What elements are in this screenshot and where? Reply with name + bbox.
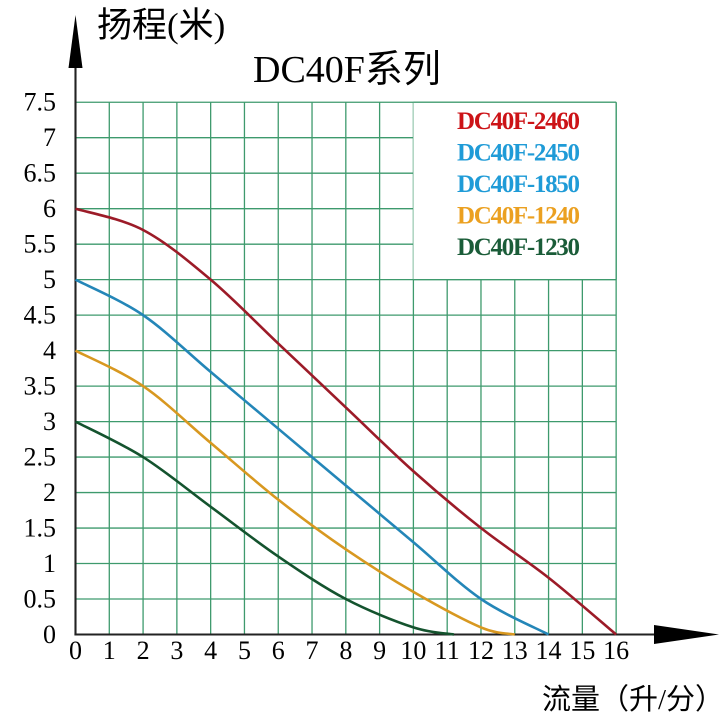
svg-text:7: 7 xyxy=(306,636,319,665)
svg-text:11: 11 xyxy=(435,636,460,665)
svg-text:2: 2 xyxy=(137,636,150,665)
svg-text:2.5: 2.5 xyxy=(24,443,57,472)
svg-text:1.5: 1.5 xyxy=(24,514,57,543)
svg-text:6: 6 xyxy=(43,194,56,223)
svg-text:7.5: 7.5 xyxy=(24,88,57,117)
svg-text:8: 8 xyxy=(339,636,352,665)
svg-text:6.5: 6.5 xyxy=(24,159,57,188)
svg-text:DC40F-2450: DC40F-2450 xyxy=(457,140,580,167)
svg-text:DC40F系列: DC40F系列 xyxy=(253,49,441,91)
svg-text:1: 1 xyxy=(43,549,56,578)
svg-text:4: 4 xyxy=(204,636,217,665)
svg-text:DC40F-1240: DC40F-1240 xyxy=(457,203,580,230)
svg-text:13: 13 xyxy=(502,636,528,665)
svg-text:DC40F-1850: DC40F-1850 xyxy=(457,171,580,198)
svg-text:9: 9 xyxy=(373,636,386,665)
svg-text:10: 10 xyxy=(400,636,426,665)
svg-text:12: 12 xyxy=(468,636,494,665)
svg-text:DC40F-1230: DC40F-1230 xyxy=(457,234,580,261)
svg-text:14: 14 xyxy=(536,636,562,665)
svg-text:流量（升/分）: 流量（升/分） xyxy=(542,683,724,716)
svg-text:4.5: 4.5 xyxy=(24,301,57,330)
svg-text:4: 4 xyxy=(43,336,56,365)
svg-text:15: 15 xyxy=(569,636,595,665)
svg-text:7: 7 xyxy=(43,123,56,152)
svg-text:0: 0 xyxy=(43,620,56,649)
svg-text:扬程(米): 扬程(米) xyxy=(97,6,225,45)
svg-text:0: 0 xyxy=(69,636,82,665)
svg-text:1: 1 xyxy=(103,636,116,665)
svg-text:2: 2 xyxy=(43,478,56,507)
svg-text:16: 16 xyxy=(603,636,629,665)
svg-text:0.5: 0.5 xyxy=(24,585,57,614)
svg-text:5: 5 xyxy=(43,265,56,294)
svg-text:3: 3 xyxy=(170,636,183,665)
svg-text:5.5: 5.5 xyxy=(24,230,57,259)
svg-text:5: 5 xyxy=(238,636,251,665)
svg-text:DC40F-2460: DC40F-2460 xyxy=(457,108,580,135)
svg-text:3.5: 3.5 xyxy=(24,372,57,401)
svg-text:3: 3 xyxy=(43,407,56,436)
svg-text:6: 6 xyxy=(272,636,285,665)
